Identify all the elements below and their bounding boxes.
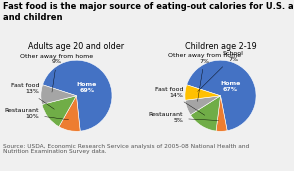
Text: Home
69%: Home 69% — [77, 82, 97, 93]
Title: Adults age 20 and older: Adults age 20 and older — [29, 42, 124, 50]
Text: Other away from home
9%: Other away from home 9% — [20, 54, 93, 92]
Text: Fast food
14%: Fast food 14% — [155, 87, 205, 115]
Title: Children age 2-19: Children age 2-19 — [185, 42, 256, 50]
Wedge shape — [185, 96, 220, 115]
Wedge shape — [191, 96, 220, 131]
Text: Home
67%: Home 67% — [220, 81, 241, 92]
Wedge shape — [185, 85, 220, 100]
Text: Source: USDA, Economic Research Service analysis of 2005-08 National Health and
: Source: USDA, Economic Research Service … — [3, 144, 249, 154]
Wedge shape — [43, 60, 112, 131]
Wedge shape — [41, 85, 76, 104]
Wedge shape — [187, 60, 256, 131]
Wedge shape — [216, 96, 227, 131]
Text: Restaurant
10%: Restaurant 10% — [5, 108, 69, 120]
Text: Fast food is the major source of eating-out calories for U.S. adults
and childre: Fast food is the major source of eating-… — [3, 2, 294, 22]
Wedge shape — [59, 96, 80, 131]
Wedge shape — [42, 96, 76, 127]
Text: Other away from home
7%: Other away from home 7% — [168, 53, 241, 101]
Text: Fast food
13%: Fast food 13% — [11, 83, 54, 109]
Text: School
7%: School 7% — [198, 51, 243, 91]
Text: Restaurant
5%: Restaurant 5% — [149, 112, 218, 123]
